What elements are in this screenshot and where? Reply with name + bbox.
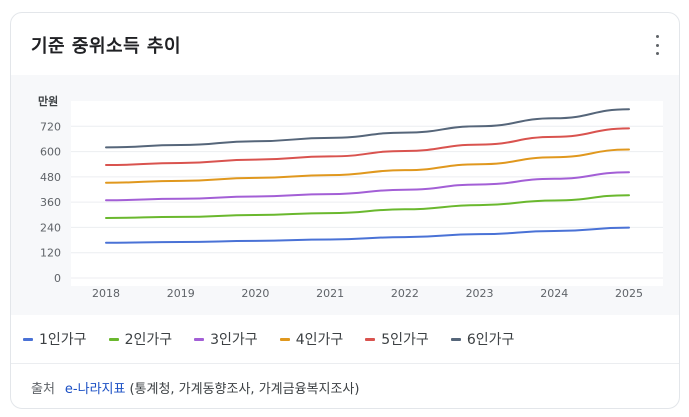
legend-swatch: [365, 337, 376, 341]
grid: [71, 125, 663, 279]
y-unit-label: 만원: [38, 94, 58, 108]
divider: [11, 363, 679, 364]
chart-legend: 1인가구 2인가구 3인가구 4인가구 5인가구 6인가구: [23, 327, 536, 351]
legend-item-5[interactable]: 5인가구: [365, 329, 429, 349]
series-line-2[interactable]: [105, 194, 630, 219]
chart-area: 만원 0 120 240 360 480 600 720 2018 2019 2020 2021 2…: [11, 75, 679, 315]
legend-swatch: [279, 337, 290, 341]
legend-label: 1인가구: [39, 332, 87, 348]
legend-item-6[interactable]: 6인가구: [450, 329, 515, 349]
series-line-1[interactable]: [105, 226, 630, 244]
x-tick-label: 2018: [92, 287, 120, 300]
series-line-5[interactable]: [105, 127, 630, 167]
source-link[interactable]: e-나라지표: [64, 382, 126, 397]
plot-background: [71, 101, 663, 286]
more-vertical-icon[interactable]: [649, 35, 665, 55]
legend-label: 5인가구: [381, 332, 429, 348]
y-tick-label: 480: [40, 171, 61, 184]
series-line-6[interactable]: [105, 108, 630, 149]
source-detail: (통계청, 가계동향조사, 가계금융복지조사): [129, 382, 360, 397]
legend-label: 3인가구: [210, 332, 258, 348]
legend-swatch: [194, 337, 205, 341]
x-tick-label: 2023: [466, 287, 494, 300]
source-footer: 출처 e-나라지표 (통계청, 가계동향조사, 가계금융복지조사): [31, 378, 359, 397]
x-tick-label: 2021: [316, 287, 344, 300]
legend-item-3[interactable]: 3인가구: [194, 329, 258, 349]
legend-item-2[interactable]: 2인가구: [108, 329, 173, 349]
x-tick-label: 2024: [540, 287, 568, 300]
legend-label: 4인가구: [295, 332, 344, 348]
card-header: 기준 중위소득 추이: [11, 13, 679, 75]
y-tick-label: 0: [54, 272, 61, 285]
y-tick-label: 720: [40, 120, 61, 133]
x-tick-label: 2020: [241, 287, 269, 300]
legend-item-1[interactable]: 1인가구: [23, 329, 87, 349]
x-tick-label: 2025: [615, 287, 643, 300]
x-tick-label: 2022: [391, 287, 419, 300]
series-lines: [105, 108, 630, 244]
y-tick-label: 240: [40, 221, 61, 234]
legend-label: 6인가구: [466, 332, 515, 348]
y-axis-ticks: 0 120 240 360 480 600 720: [40, 120, 61, 285]
series-line-3[interactable]: [105, 171, 630, 202]
card-title: 기준 중위소득 추이: [31, 36, 182, 57]
legend-swatch: [108, 337, 119, 341]
source-label: 출처: [31, 382, 55, 397]
median-income-card: 기준 중위소득 추이 만원 0 120 240 360 480 600 720 2018 20…: [10, 12, 680, 409]
legend-swatch: [450, 337, 461, 341]
series-line-4[interactable]: [105, 148, 630, 184]
y-tick-label: 600: [40, 146, 61, 159]
legend-swatch: [23, 337, 33, 341]
y-tick-label: 120: [40, 247, 61, 260]
x-tick-label: 2019: [167, 287, 195, 300]
legend-label: 2인가구: [124, 332, 173, 348]
x-axis-ticks: 2018 2019 2020 2021 2022 2023 2024 2025: [92, 287, 643, 300]
legend-item-4[interactable]: 4인가구: [279, 329, 344, 349]
y-tick-label: 360: [40, 196, 61, 209]
